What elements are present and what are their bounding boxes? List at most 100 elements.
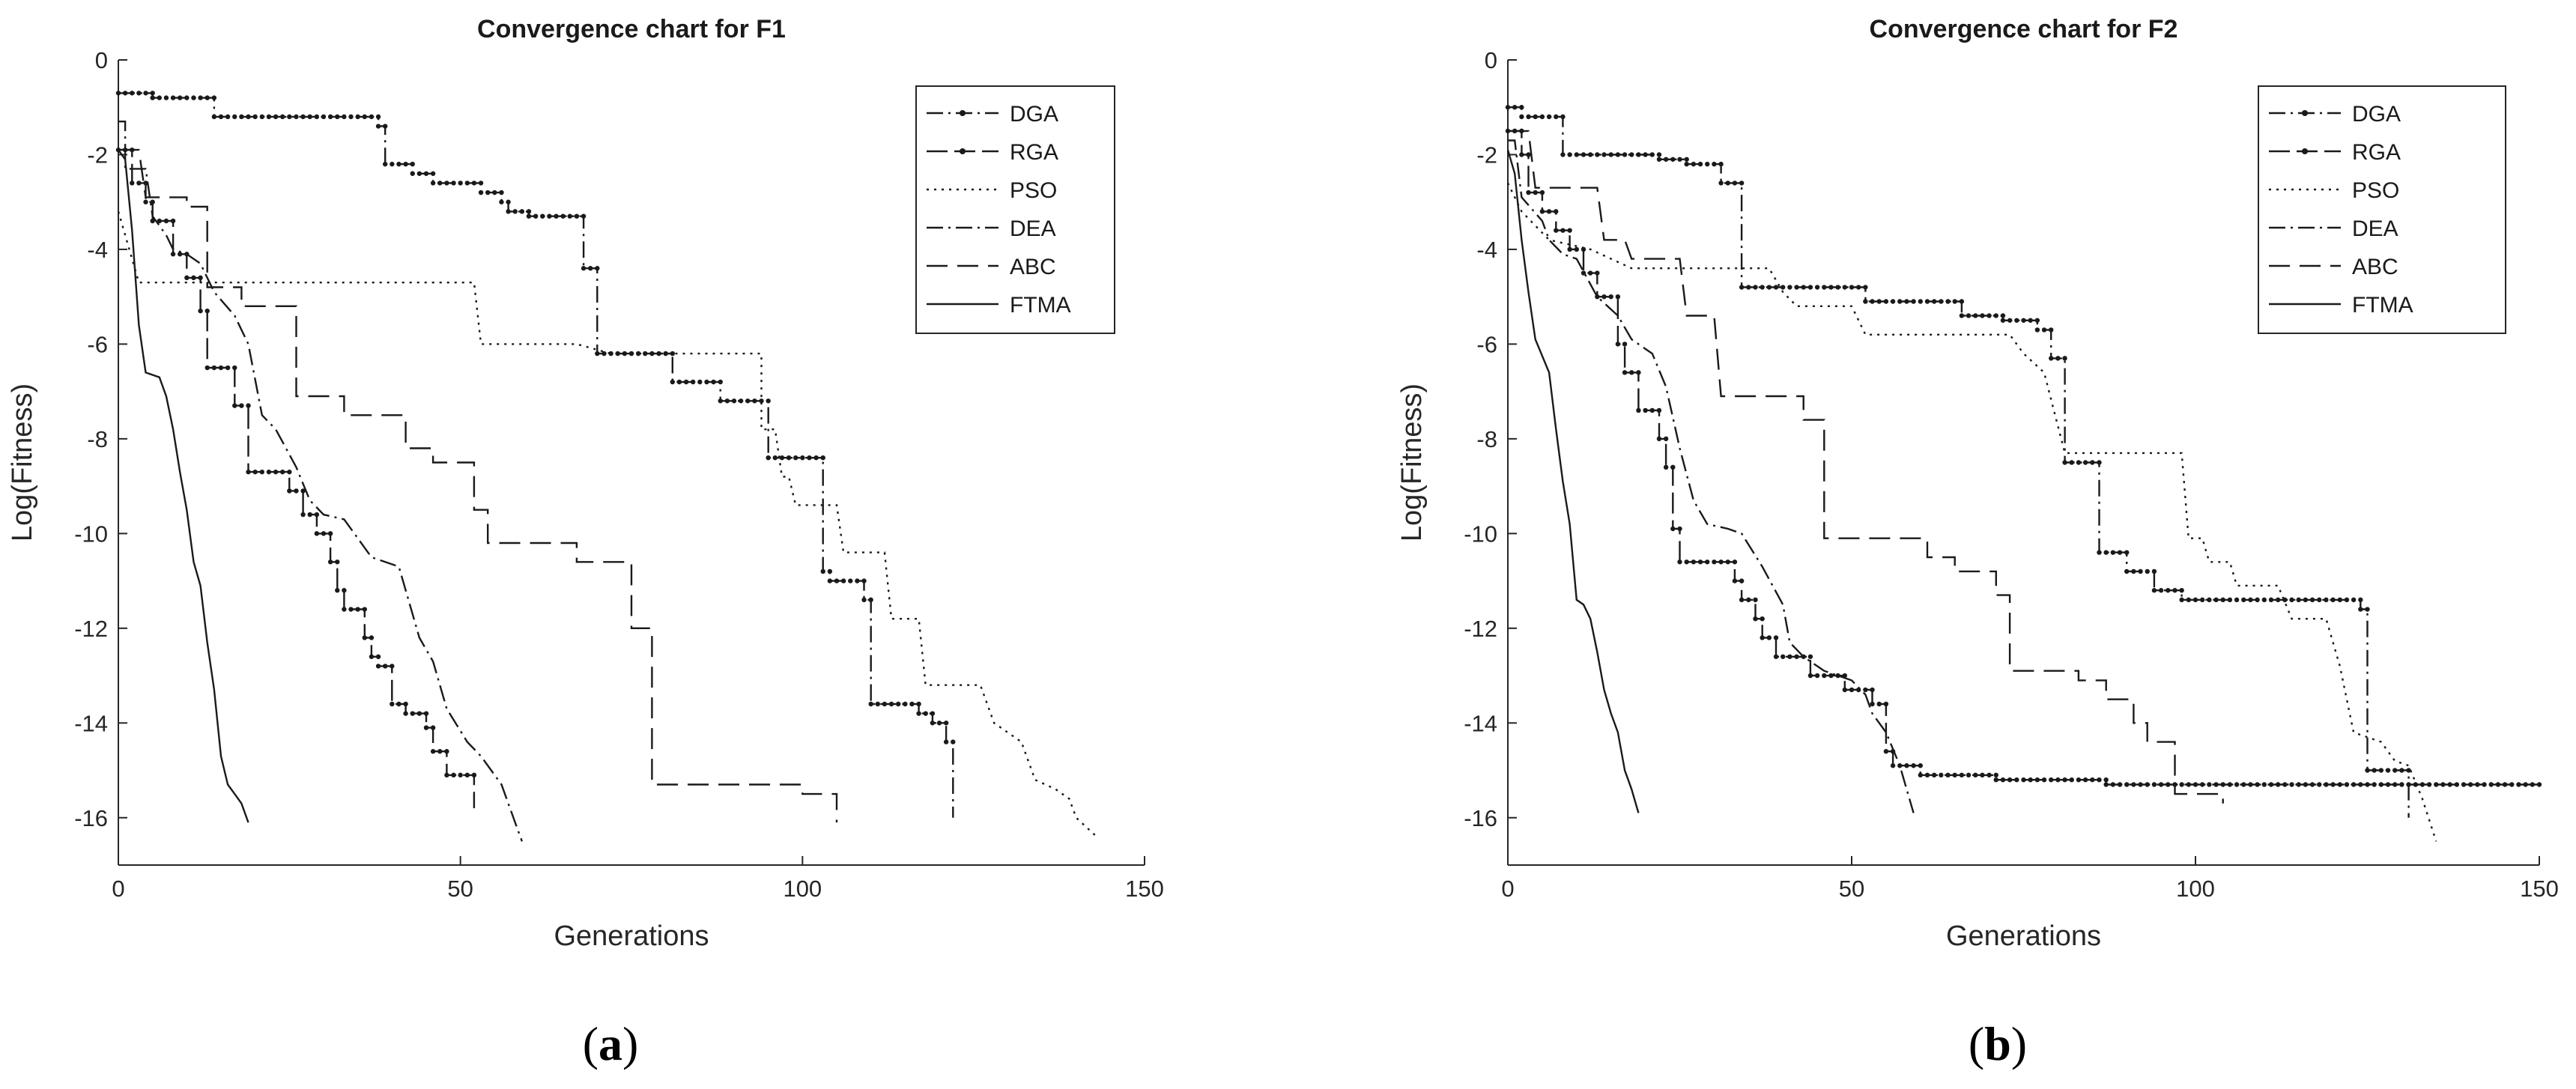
- data-point: [1931, 772, 1937, 778]
- data-point: [2461, 782, 2467, 787]
- data-point: [1870, 687, 1875, 693]
- data-point: [1718, 559, 1724, 565]
- data-point: [204, 95, 210, 100]
- data-point: [2502, 782, 2508, 787]
- data-point: [1636, 152, 1641, 157]
- data-point: [2145, 568, 2150, 574]
- data-point: [300, 512, 306, 518]
- data-point: [198, 308, 203, 314]
- data-point: [211, 114, 217, 120]
- data-point: [2069, 777, 2074, 783]
- x-tick-label: 150: [1125, 876, 1164, 902]
- data-point: [2261, 782, 2267, 787]
- data-point: [2282, 782, 2288, 787]
- data-point: [1554, 228, 1559, 233]
- data-point: [170, 218, 176, 224]
- data-point: [1526, 114, 1531, 120]
- data-point: [827, 578, 833, 583]
- data-point: [1849, 285, 1855, 290]
- data-point: [122, 91, 128, 96]
- data-point: [2344, 597, 2350, 603]
- data-point: [1670, 526, 1676, 532]
- data-point: [1952, 299, 1957, 304]
- data-point: [1567, 228, 1572, 233]
- data-point: [670, 351, 675, 357]
- data-point: [1601, 152, 1607, 157]
- series-line-ftma: [118, 149, 249, 823]
- data-point: [1622, 370, 1628, 375]
- legend-marker: [2302, 110, 2308, 116]
- y-tick-label: 0: [95, 47, 108, 73]
- data-point: [1677, 526, 1682, 532]
- data-point: [840, 578, 846, 583]
- data-point: [2213, 597, 2219, 603]
- chart-panel-2: Convergence chart for F2 0 50 100 150 0 -2 -4 -6…: [1396, 15, 2559, 1070]
- data-point: [2145, 782, 2150, 787]
- data-point: [2007, 777, 2013, 783]
- data-point: [711, 379, 716, 385]
- data-point: [1966, 772, 1972, 778]
- y-tick-label: -8: [1476, 426, 1497, 452]
- data-point: [1753, 285, 1758, 290]
- data-point: [1670, 464, 1676, 470]
- data-point: [1924, 772, 1930, 778]
- data-point: [724, 398, 730, 404]
- legend-label-abc: ABC: [2352, 255, 2398, 279]
- data-point: [1760, 285, 1765, 290]
- data-point: [2475, 782, 2480, 787]
- data-point: [1697, 161, 1703, 167]
- data-point: [2021, 777, 2026, 783]
- data-point: [1939, 299, 1944, 304]
- y-tick-label: -10: [74, 521, 108, 547]
- data-point: [526, 213, 532, 219]
- legend: DGA RGA PSO DEA ABC FTMA: [2258, 85, 2506, 334]
- data-point: [2227, 597, 2233, 603]
- data-point: [2179, 588, 2184, 593]
- data-point: [143, 91, 148, 96]
- series-dea: [1508, 139, 1915, 813]
- data-point: [423, 711, 429, 716]
- data-point: [506, 209, 511, 214]
- data-point: [1533, 114, 1538, 120]
- data-point: [416, 711, 422, 716]
- series-pso: [1506, 182, 2437, 842]
- data-point: [444, 749, 449, 754]
- data-point: [2158, 782, 2164, 787]
- data-point: [136, 91, 142, 96]
- data-point: [718, 398, 723, 404]
- data-point: [2082, 460, 2088, 465]
- data-point: [1567, 152, 1572, 157]
- data-point: [2034, 318, 2040, 323]
- data-point: [2399, 782, 2404, 787]
- data-point: [567, 213, 572, 219]
- data-point: [2151, 782, 2157, 787]
- data-point: [738, 398, 744, 404]
- data-point: [2034, 327, 2040, 333]
- data-point: [273, 114, 279, 120]
- data-point: [1656, 407, 1662, 413]
- data-point: [1980, 772, 1985, 778]
- y-tick-label: -8: [87, 426, 108, 452]
- data-point: [410, 161, 415, 167]
- legend-label-ftma: FTMA: [2352, 293, 2413, 318]
- data-point: [444, 772, 449, 778]
- data-point: [2000, 777, 2006, 783]
- data-point: [1649, 152, 1655, 157]
- data-point: [287, 114, 292, 120]
- legend-label-pso: PSO: [2352, 178, 2399, 203]
- data-point: [759, 398, 764, 404]
- data-point: [2234, 782, 2240, 787]
- data-point: [335, 588, 340, 593]
- data-point: [1918, 299, 1923, 304]
- data-point: [813, 455, 819, 461]
- data-point: [2220, 597, 2225, 603]
- legend-label-ftma: FTMA: [1010, 293, 1071, 318]
- data-point: [1746, 597, 1751, 603]
- series-dga: [1505, 105, 2411, 818]
- data-point: [1814, 673, 1820, 679]
- data-point: [280, 469, 285, 475]
- data-point: [259, 114, 264, 120]
- legend-label-rga: RGA: [1010, 140, 1058, 165]
- data-point: [807, 455, 812, 461]
- data-point: [485, 189, 491, 195]
